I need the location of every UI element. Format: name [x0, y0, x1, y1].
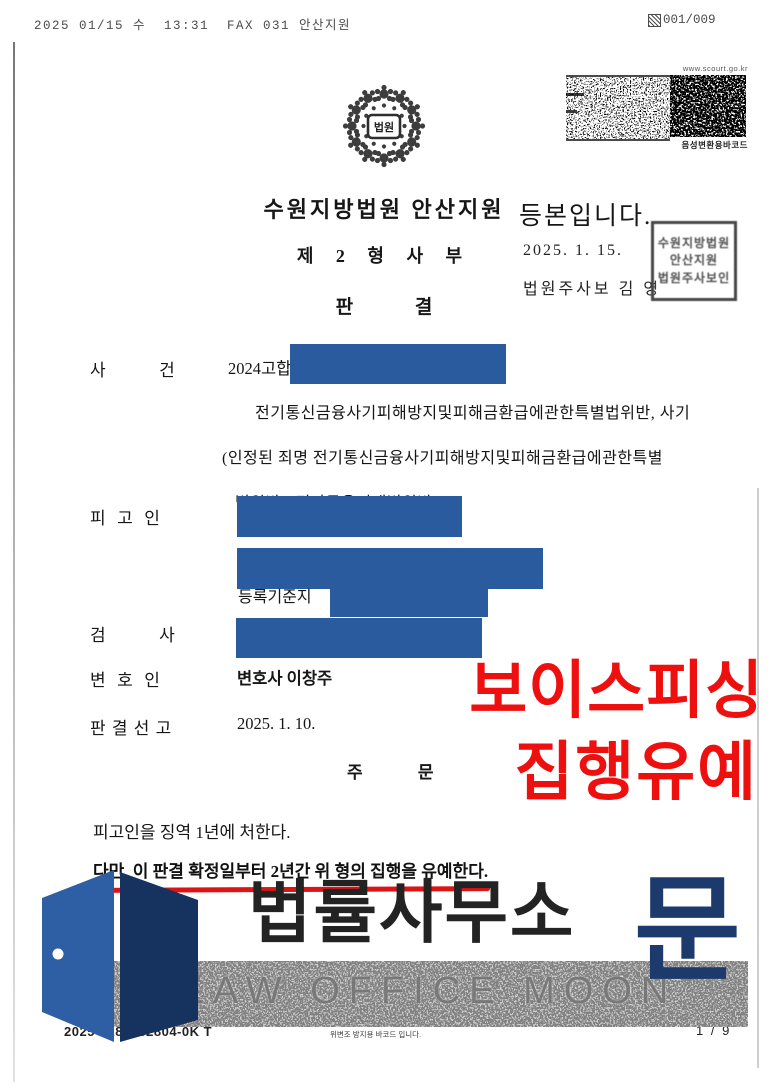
certifying-officer: 법원주사보 김 영: [523, 281, 662, 298]
court-emblem-icon: 법원: [342, 84, 426, 168]
fax-page-counter-text: 001/009: [663, 13, 716, 27]
law-office-english-name: LAW OFFICE MOON: [182, 970, 678, 1012]
registered-domicile-label: 등록기준지: [238, 589, 312, 606]
prosecutor-label: 검 사: [90, 626, 176, 645]
redaction-box: [290, 344, 506, 384]
official-seal-stamp: 수원지방법원 안산지원 법원주사보인: [651, 221, 737, 301]
annotation-suspended-sentence: 집행유예: [514, 736, 758, 808]
barcode-sparse-area: [566, 75, 670, 141]
scan-artifact-left: [13, 42, 15, 1082]
defendant-label: 피 고 인: [90, 509, 161, 528]
seal-line: 안산지원: [669, 253, 719, 268]
open-door-logo-icon: [42, 870, 198, 1042]
order-line: 피고인을 징역 1년에 처한다.: [93, 823, 291, 842]
law-office-name: 법률사무소: [248, 874, 576, 951]
redaction-box: [330, 581, 488, 617]
redaction-box: [237, 496, 462, 537]
charge-line: (인정된 죄명 전기통신금융사기피해방지및피해금환급에관한특별: [222, 450, 663, 467]
court-url-text: www.scourt.go.kr: [682, 64, 748, 73]
annotation-voice-phishing: 보이스피싱: [469, 656, 764, 726]
certified-copy-text: 등본입니다.: [519, 203, 653, 230]
redaction-box: [236, 618, 482, 658]
barcode-dense-area: [670, 75, 746, 137]
law-office-name-char: 문: [634, 865, 741, 995]
case-number-prefix: 2024고합: [228, 359, 292, 378]
seal-line: 법원주사보인: [657, 270, 731, 285]
sentencing-date-label: 판 결 선 고: [90, 719, 173, 738]
counsel-label: 변 호 인: [90, 671, 161, 690]
counsel-name: 변호사 이창주: [237, 669, 333, 688]
court-name: 수원지방법원 안산지원: [263, 197, 505, 222]
seal-line: 수원지방법원: [657, 235, 731, 250]
sentencing-date-value: 2025. 1. 10.: [237, 714, 316, 733]
certification-date: 2025. 1. 15.: [523, 242, 623, 259]
scan-artifact-right: [757, 488, 759, 1068]
fax-header-info: 2025 01/15 수 13:31 FAX 031 안산지원: [34, 19, 352, 33]
emblem-label: 법원: [374, 120, 394, 134]
fax-page-counter: 001/009: [648, 13, 716, 27]
order-line: 다만, 이 판결 확정일부터 2년간 위 형의 집행을 유예한다.: [93, 862, 489, 881]
fax-document-icon: [648, 13, 661, 27]
document-title: 판 결: [335, 297, 433, 318]
voice-barcode-block: www.scourt.go.kr 음성변환용바코드: [566, 64, 748, 151]
court-division: 제 2 형 사 부: [296, 246, 472, 266]
watermark-noise-strip: LAW OFFICE MOON: [112, 961, 748, 1027]
order-heading: 주 문: [347, 763, 434, 782]
charge-line: 전기통신금융사기피해방지및피해금환급에관한특별법위반, 사기: [255, 405, 691, 422]
anti-forgery-note: 위변조 방지용 바코드 입니다.: [330, 1030, 422, 1039]
barcode-caption: 음성변환용바코드: [681, 140, 748, 150]
case-label: 사 건: [90, 361, 176, 380]
